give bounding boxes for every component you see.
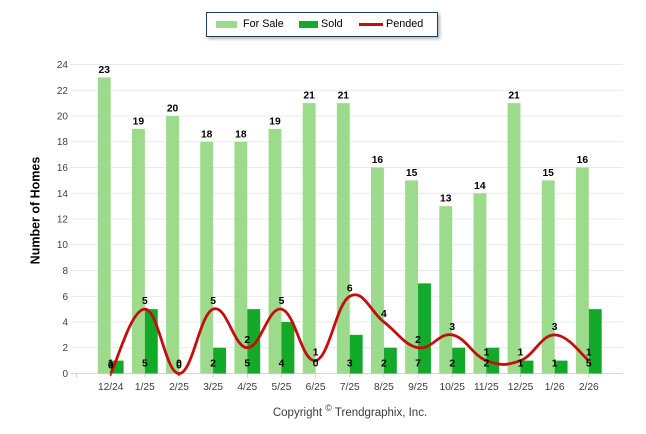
- svg-text:12/25: 12/25: [508, 382, 534, 393]
- svg-text:1: 1: [518, 348, 524, 359]
- svg-text:3: 3: [449, 322, 455, 333]
- svg-text:21: 21: [508, 91, 520, 102]
- svg-text:6/25: 6/25: [306, 382, 326, 393]
- svg-text:5/25: 5/25: [272, 382, 292, 393]
- svg-text:2: 2: [244, 335, 250, 346]
- svg-text:21: 21: [338, 91, 350, 102]
- svg-text:20: 20: [57, 112, 69, 123]
- svg-text:1/26: 1/26: [545, 382, 565, 393]
- svg-text:3: 3: [347, 359, 353, 370]
- svg-text:0: 0: [176, 361, 182, 372]
- svg-text:19: 19: [269, 116, 281, 127]
- svg-text:9/25: 9/25: [408, 382, 428, 393]
- svg-text:2/26: 2/26: [579, 382, 599, 393]
- svg-text:18: 18: [57, 137, 69, 148]
- svg-text:18: 18: [201, 129, 213, 140]
- svg-text:16: 16: [372, 155, 384, 166]
- svg-text:5: 5: [142, 296, 148, 307]
- svg-text:11/25: 11/25: [474, 382, 499, 393]
- svg-text:1: 1: [586, 348, 592, 359]
- svg-text:1/25: 1/25: [135, 382, 155, 393]
- svg-text:0: 0: [62, 369, 68, 380]
- svg-text:4: 4: [62, 318, 68, 329]
- svg-text:12/24: 12/24: [98, 382, 124, 393]
- svg-text:19: 19: [133, 116, 145, 127]
- svg-text:3: 3: [552, 322, 558, 333]
- svg-text:4: 4: [279, 359, 285, 370]
- svg-text:0: 0: [176, 359, 182, 370]
- svg-text:2/25: 2/25: [169, 382, 189, 393]
- svg-text:5: 5: [586, 359, 592, 370]
- svg-text:22: 22: [57, 86, 69, 97]
- svg-text:18: 18: [235, 129, 247, 140]
- svg-text:6: 6: [347, 283, 353, 294]
- svg-text:Number of Homes: Number of Homes: [29, 157, 43, 265]
- svg-text:24: 24: [57, 60, 69, 71]
- svg-text:2: 2: [381, 359, 387, 370]
- svg-text:1: 1: [483, 348, 489, 359]
- svg-text:2: 2: [62, 343, 68, 354]
- svg-text:1: 1: [313, 348, 319, 359]
- svg-text:3/25: 3/25: [203, 382, 223, 393]
- svg-text:14: 14: [57, 189, 69, 200]
- svg-text:1: 1: [108, 359, 114, 370]
- svg-text:8/25: 8/25: [374, 382, 394, 393]
- svg-text:2: 2: [449, 359, 455, 370]
- svg-text:12: 12: [57, 215, 69, 226]
- svg-text:20: 20: [167, 104, 179, 115]
- svg-text:5: 5: [142, 359, 148, 370]
- svg-text:10/25: 10/25: [439, 382, 465, 393]
- svg-text:14: 14: [474, 181, 486, 192]
- svg-text:21: 21: [303, 91, 315, 102]
- svg-text:7: 7: [415, 359, 421, 370]
- svg-text:2: 2: [210, 359, 216, 370]
- svg-text:1: 1: [552, 359, 558, 370]
- svg-text:6: 6: [62, 292, 68, 303]
- svg-text:4: 4: [381, 309, 387, 320]
- svg-text:15: 15: [542, 168, 554, 179]
- svg-text:0: 0: [108, 361, 114, 372]
- svg-text:13: 13: [440, 194, 452, 205]
- svg-text:23: 23: [99, 65, 111, 76]
- svg-text:0: 0: [313, 359, 319, 370]
- svg-text:1: 1: [518, 359, 524, 370]
- svg-text:5: 5: [279, 296, 285, 307]
- svg-text:5: 5: [210, 296, 216, 307]
- svg-text:2: 2: [415, 335, 421, 346]
- svg-text:7/25: 7/25: [340, 382, 360, 393]
- svg-text:2: 2: [483, 359, 489, 370]
- svg-text:16: 16: [57, 163, 69, 174]
- svg-text:15: 15: [406, 168, 418, 179]
- svg-text:4/25: 4/25: [237, 382, 257, 393]
- svg-text:5: 5: [244, 359, 250, 370]
- svg-text:10: 10: [57, 240, 69, 251]
- svg-text:8: 8: [62, 266, 68, 277]
- svg-text:16: 16: [577, 155, 589, 166]
